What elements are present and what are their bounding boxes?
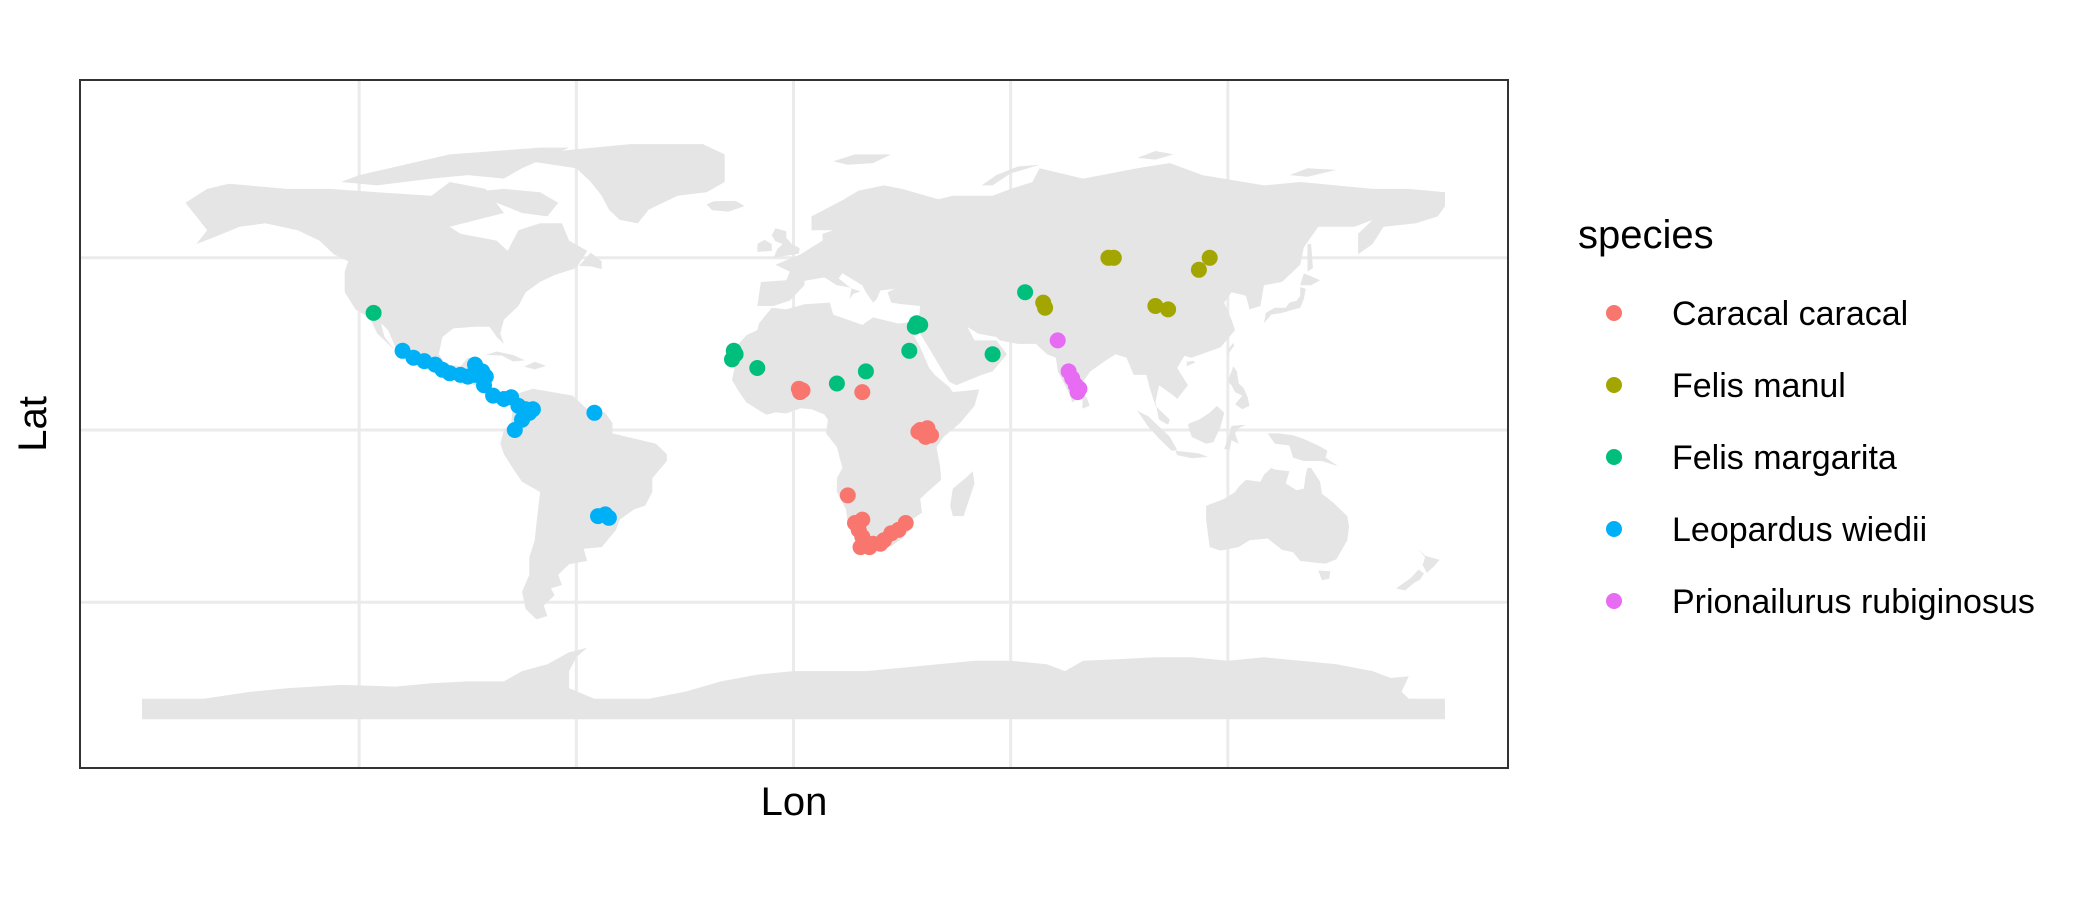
point-series-0-23: [861, 539, 878, 556]
point-series-2-12: [1017, 284, 1034, 301]
point-series-3-12: [476, 377, 492, 394]
land-madagascar: [950, 471, 975, 517]
point-series-2-3: [724, 351, 740, 368]
occurrence-points: [365, 249, 1218, 556]
legend-label-1: Felis manul: [1672, 367, 1846, 405]
land-new-zealand-north: [1418, 548, 1440, 573]
land-taiwan: [1227, 342, 1235, 355]
land-severnaya: [1137, 151, 1174, 160]
land-hispaniola: [524, 361, 546, 370]
land-sakhalin: [1307, 244, 1313, 272]
land-eurasia: [757, 163, 1445, 425]
land-newfoundland: [578, 252, 602, 270]
land-borneo: [1188, 405, 1225, 444]
point-series-1-4: [1147, 298, 1164, 314]
land-novaya-zemlya: [981, 164, 1040, 186]
land-sri-lanka: [1082, 396, 1090, 409]
point-series-3-25: [600, 509, 617, 526]
land-north-america: [185, 182, 588, 405]
land-hainan: [1186, 360, 1196, 367]
land-south-america: [500, 388, 667, 620]
legend-label-4: Prionailurus rubiginosus: [1672, 583, 2035, 621]
point-series-2-7: [901, 342, 918, 359]
land-arabia-fill: [920, 316, 1007, 382]
land-new-siberian: [1289, 168, 1337, 177]
point-series-2-10: [906, 318, 923, 335]
point-series-3-22: [586, 404, 603, 421]
point-series-3-20: [506, 422, 523, 438]
point-series-0-9: [917, 428, 934, 445]
land-sulawesi: [1224, 424, 1246, 450]
point-series-1-6: [1190, 261, 1207, 278]
world-land: [142, 144, 1445, 720]
land-japan: [1264, 287, 1306, 324]
point-series-2-5: [828, 375, 845, 392]
legend: species Caracal caracal Felis manul Felis …: [1578, 213, 2035, 621]
point-series-1-3: [1037, 299, 1054, 316]
legend-title: species: [1578, 213, 1714, 257]
land-java: [1175, 450, 1208, 459]
point-series-1-7: [1201, 249, 1218, 266]
land-great-britain: [771, 228, 800, 258]
land-australia: [1206, 467, 1350, 564]
legend-label-3: Leopardus wiedii: [1672, 511, 1927, 549]
land-new-zealand-south: [1396, 569, 1424, 591]
point-series-3-21: [524, 401, 541, 418]
land-sumatra: [1137, 410, 1178, 451]
legend-key-2: [1606, 449, 1622, 465]
point-series-2-4: [749, 360, 766, 376]
legend-key-3: [1606, 521, 1622, 537]
point-series-4-5: [1069, 384, 1086, 401]
land-scandinavia-fill: [811, 188, 903, 238]
point-series-3-10: [467, 356, 483, 373]
land-hokkaido: [1300, 273, 1321, 286]
land-philippines: [1227, 366, 1250, 410]
point-series-1-1: [1105, 249, 1122, 266]
legend-label-2: Felis margarita: [1672, 439, 1897, 477]
point-series-4-0: [1049, 332, 1066, 349]
land-ireland: [757, 239, 772, 252]
x-axis-title: Lon: [761, 780, 828, 824]
land-africa: [732, 302, 980, 549]
point-series-1-5: [1160, 301, 1177, 318]
land-greenland: [529, 144, 725, 224]
legend-key-0: [1606, 305, 1622, 321]
y-axis-title: Lat: [11, 396, 55, 452]
point-series-2-11: [984, 346, 1001, 363]
land-svalbard: [833, 154, 892, 165]
land-antarctica: [142, 647, 1445, 720]
land-tasmania: [1318, 570, 1331, 581]
legend-label-0: Caracal caracal: [1672, 295, 1908, 333]
point-series-0-3: [854, 384, 871, 401]
land-iceland: [706, 200, 745, 212]
point-series-0-10: [839, 487, 856, 504]
land-new-guinea: [1267, 433, 1339, 467]
land-cuba: [485, 351, 525, 362]
point-series-2-0: [365, 304, 382, 321]
legend-key-1: [1606, 377, 1622, 393]
point-series-0-2: [792, 384, 808, 401]
legend-key-4: [1606, 593, 1622, 609]
land-baffin: [467, 188, 559, 217]
point-series-0-21: [897, 515, 914, 531]
land-arctic-islands: [341, 147, 570, 186]
point-series-2-6: [857, 363, 874, 380]
